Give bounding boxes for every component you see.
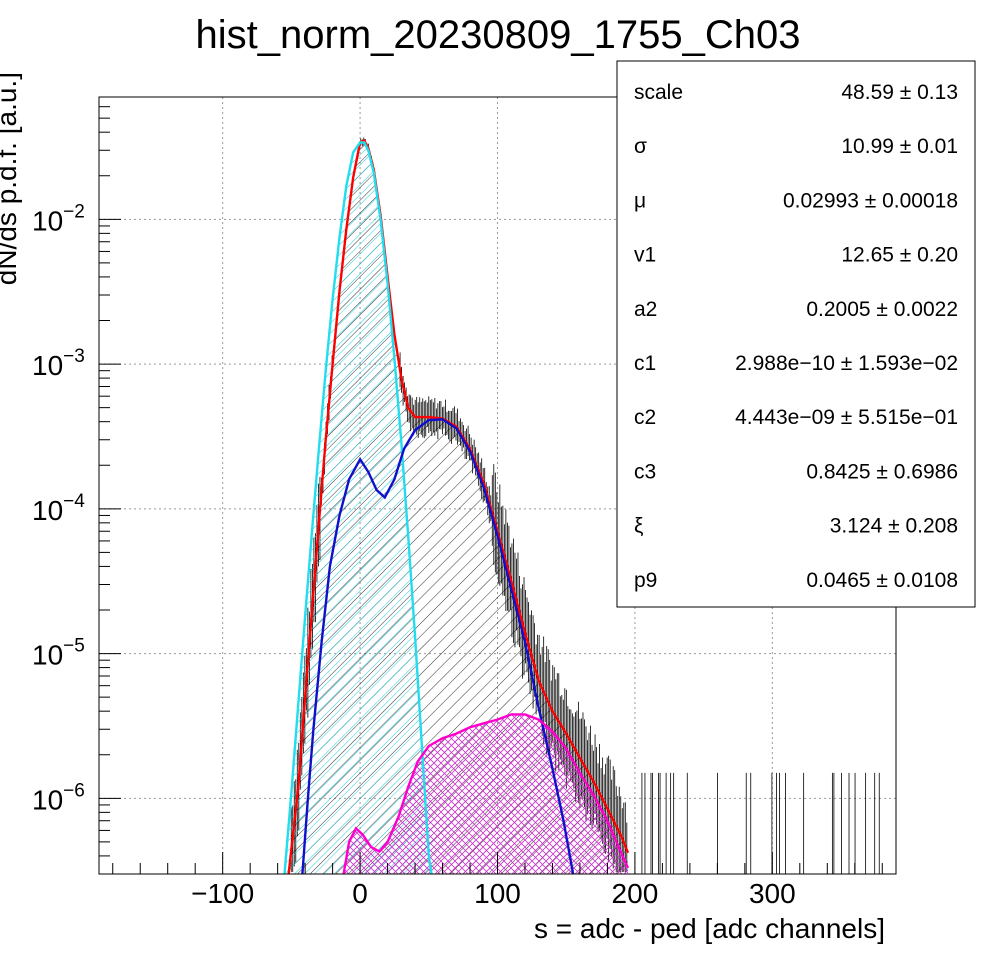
stats-value: 4.443e−09 ± 5.515e−01 — [735, 406, 958, 429]
y-tick-labels: 10−6 10−5 10−4 10−3 10−2 — [32, 201, 85, 815]
x-tick-label: 0 — [352, 878, 368, 909]
total-fit-curve — [287, 139, 630, 874]
stats-label: v1 — [634, 244, 656, 267]
x-tick-label: 300 — [749, 878, 796, 909]
stats-label: c2 — [634, 406, 656, 429]
stats-box: scale 48.59 ± 0.13 σ 10.99 ± 0.01 μ 0.02993 ±… — [616, 60, 976, 608]
multi-pe-component-fill — [343, 714, 628, 874]
x-tick-label: 100 — [474, 878, 521, 909]
y-tick-label: 10−5 — [32, 636, 85, 671]
pedestal-component-curve — [283, 141, 433, 874]
stats-value: 0.02993 ± 0.00018 — [783, 189, 958, 212]
single-pe-component-curve — [301, 418, 575, 874]
stats-label: ξ — [634, 515, 643, 538]
stats-label: μ — [634, 189, 646, 212]
x-tick-label: −100 — [191, 878, 254, 909]
stats-value: 0.2005 ± 0.0022 — [806, 298, 958, 321]
stats-label: scale — [634, 81, 683, 104]
stats-label: p9 — [634, 569, 657, 592]
x-tick-label: 200 — [612, 878, 659, 909]
chart-title: hist_norm_20230809_1755_Ch03 — [196, 13, 801, 57]
stats-value: 3.124 ± 0.208 — [830, 515, 958, 538]
x-tick-labels: −100 0 100 200 300 — [191, 878, 796, 909]
stats-value: 0.8425 ± 0.6986 — [806, 460, 958, 483]
stats-rows: scale 48.59 ± 0.13 σ 10.99 ± 0.01 μ 0.02993 ±… — [634, 81, 958, 592]
stats-label: σ — [634, 135, 647, 158]
stats-label: c3 — [634, 460, 656, 483]
multi-pe-component-curve — [342, 713, 630, 874]
stats-value: 48.59 ± 0.13 — [841, 81, 958, 104]
stats-box-frame — [616, 60, 976, 608]
stats-value: 2.988e−10 ± 1.593e−02 — [735, 352, 958, 375]
y-tick-label: 10−2 — [32, 201, 85, 236]
axis-ticks — [99, 96, 883, 875]
stats-value: 10.99 ± 0.01 — [841, 135, 958, 158]
stats-value: 12.65 ± 0.20 — [841, 244, 958, 267]
x-axis-label: s = adc - ped [adc channels] — [534, 913, 885, 944]
stats-label: a2 — [634, 298, 657, 321]
y-axis-label: dN/ds p.d.f. [a.u.] — [0, 72, 22, 285]
stats-label: c1 — [634, 352, 656, 375]
y-tick-label: 10−4 — [32, 491, 85, 526]
y-tick-label: 10−3 — [32, 346, 85, 381]
pedestal-component-fill — [284, 142, 432, 874]
stats-value: 0.0465 ± 0.0108 — [806, 569, 958, 592]
fit-curves — [283, 139, 630, 874]
y-tick-label: 10−6 — [32, 780, 85, 815]
